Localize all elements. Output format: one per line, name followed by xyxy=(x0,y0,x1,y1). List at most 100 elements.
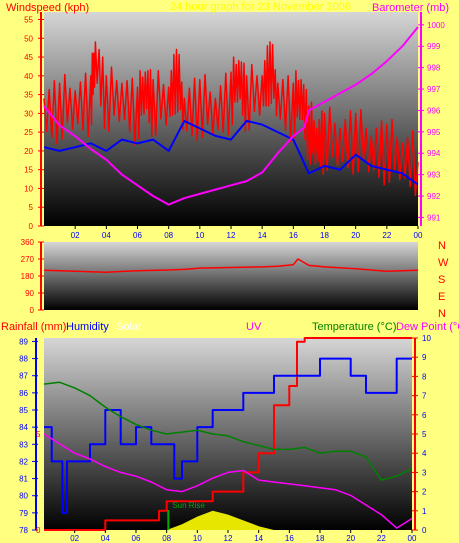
direction-line xyxy=(43,258,419,273)
windspeed-axis-label: Windspeed (kph) xyxy=(6,2,89,14)
humidity-tick-label: 88 xyxy=(19,355,28,364)
compass-letter: E xyxy=(438,291,445,303)
bottom-x-tick-label: 04 xyxy=(101,534,110,543)
dewpoint-line xyxy=(43,433,413,529)
humidity-tick-label: 83 xyxy=(19,440,28,449)
barometer-tick-label: 1000 xyxy=(427,21,445,30)
temperature-tick-label: 7 xyxy=(422,392,427,401)
humidity-tick-label: 85 xyxy=(19,406,28,415)
direction-tick-label: 360 xyxy=(21,238,35,247)
barometer-tick-label: 999 xyxy=(427,42,441,51)
humidity-axis-label: Humidity xyxy=(66,321,109,333)
temperature-axis-label: Temperature (°C) xyxy=(312,321,396,333)
compass-letter: S xyxy=(438,274,445,286)
bottom-x-tick-label: 02 xyxy=(70,534,79,543)
wind-line xyxy=(43,41,419,197)
direction-plot-area xyxy=(44,242,418,310)
direction-tick-label: 0 xyxy=(30,306,35,315)
wind-tick-label: 15 xyxy=(24,166,33,175)
barometer-tick-label: 998 xyxy=(427,64,441,73)
bottom-x-tick-label: 20 xyxy=(346,534,355,543)
humidity-tick-label: 84 xyxy=(19,423,28,432)
bottom-x-tick-label: 18 xyxy=(316,534,325,543)
temperature-tick-label: 1 xyxy=(422,507,427,516)
barometer-tick-label: 992 xyxy=(427,192,441,201)
wind-x-tick-label: 10 xyxy=(195,231,204,240)
wind-x-tick-label: 08 xyxy=(164,231,173,240)
temperature-line xyxy=(43,381,413,481)
humidity-tick-label: 79 xyxy=(19,509,28,518)
barometer-tick-label: 991 xyxy=(427,213,441,222)
bottom-x-tick-label: 12 xyxy=(224,534,233,543)
temperature-tick-label: 9 xyxy=(422,353,427,362)
wind-x-tick-label: 22 xyxy=(382,231,391,240)
wind-x-tick-label: 12 xyxy=(227,231,236,240)
humidity-line xyxy=(44,357,412,514)
wind-x-tick-label: 06 xyxy=(133,231,142,240)
barometer-axis-label: Barometer (mb) xyxy=(372,2,449,14)
graph-title: 24 hour graph for 23 November 2008 xyxy=(170,1,351,13)
compass-letter: N xyxy=(438,308,446,320)
wind-tick-label: 25 xyxy=(24,128,33,137)
wind-tick-label: 10 xyxy=(24,184,33,193)
wind-tick-label: 20 xyxy=(24,147,33,156)
rain-tick-label: 0 xyxy=(36,526,41,535)
solar-area xyxy=(166,510,274,530)
humidity-tick-label: 78 xyxy=(19,526,28,535)
wind-tick-label: 35 xyxy=(24,91,33,100)
dewpoint-axis-label: Dew Point (°C xyxy=(396,321,459,333)
rain-tick-label: 5 xyxy=(36,430,41,439)
barometer-tick-label: 994 xyxy=(427,149,441,158)
bottom-plot-area xyxy=(44,338,412,530)
wind-tick-label: 5 xyxy=(29,203,34,212)
bottom-x-tick-label: 22 xyxy=(377,534,386,543)
humidity-tick-label: 81 xyxy=(19,475,28,484)
humidity-tick-label: 86 xyxy=(19,389,28,398)
bottom-x-tick-label: 06 xyxy=(132,534,141,543)
wind-tick-label: 40 xyxy=(24,72,33,81)
temperature-tick-label: 10 xyxy=(422,334,431,343)
barometer-line xyxy=(43,26,419,206)
gust_avg-line xyxy=(43,119,419,186)
wind-tick-label: 45 xyxy=(24,53,33,62)
direction-tick-label: 90 xyxy=(25,289,34,298)
wind-x-tick-label: 04 xyxy=(102,231,111,240)
rainfall-axis-label: Rainfall (mm) xyxy=(1,321,66,333)
bottom-x-tick-label: 10 xyxy=(193,534,202,543)
barometer-tick-label: 995 xyxy=(427,128,441,137)
barometer-tick-label: 996 xyxy=(427,106,441,115)
uv-axis-label: UV xyxy=(246,321,262,333)
temperature-tick-label: 2 xyxy=(422,488,427,497)
barometer-tick-label: 993 xyxy=(427,171,441,180)
wind-tick-label: 0 xyxy=(29,222,34,231)
wind-x-tick-label: 14 xyxy=(258,231,267,240)
wind-tick-label: 50 xyxy=(24,34,33,43)
wind-x-tick-label: 16 xyxy=(289,231,298,240)
humidity-tick-label: 80 xyxy=(19,492,28,501)
rain-line xyxy=(44,337,412,531)
temperature-tick-label: 3 xyxy=(422,468,427,477)
wind-x-tick-label: 18 xyxy=(320,231,329,240)
wind-x-tick-label: 02 xyxy=(71,231,80,240)
temperature-tick-label: 6 xyxy=(422,411,427,420)
direction-tick-label: 180 xyxy=(21,272,35,281)
bottom-x-tick-label: 08 xyxy=(162,534,171,543)
wind-tick-label: 55 xyxy=(24,16,33,25)
humidity-tick-label: 87 xyxy=(19,372,28,381)
temperature-tick-label: 8 xyxy=(422,372,427,381)
wind-tick-label: 30 xyxy=(24,109,33,118)
bottom-x-tick-label: 14 xyxy=(254,534,263,543)
compass-letter: W xyxy=(438,257,449,269)
humidity-tick-label: 82 xyxy=(19,457,28,466)
wind-x-tick-label: 20 xyxy=(351,231,360,240)
direction-tick-label: 270 xyxy=(21,255,35,264)
temperature-tick-label: 4 xyxy=(422,449,427,458)
sunrise-label: Sun Rise xyxy=(172,501,205,510)
barometer-tick-label: 997 xyxy=(427,85,441,94)
solar-axis-label: Solar xyxy=(116,321,142,333)
compass-letter: N xyxy=(438,240,446,252)
temperature-tick-label: 0 xyxy=(422,526,427,535)
wind-x-tick-label: 00 xyxy=(414,231,423,240)
